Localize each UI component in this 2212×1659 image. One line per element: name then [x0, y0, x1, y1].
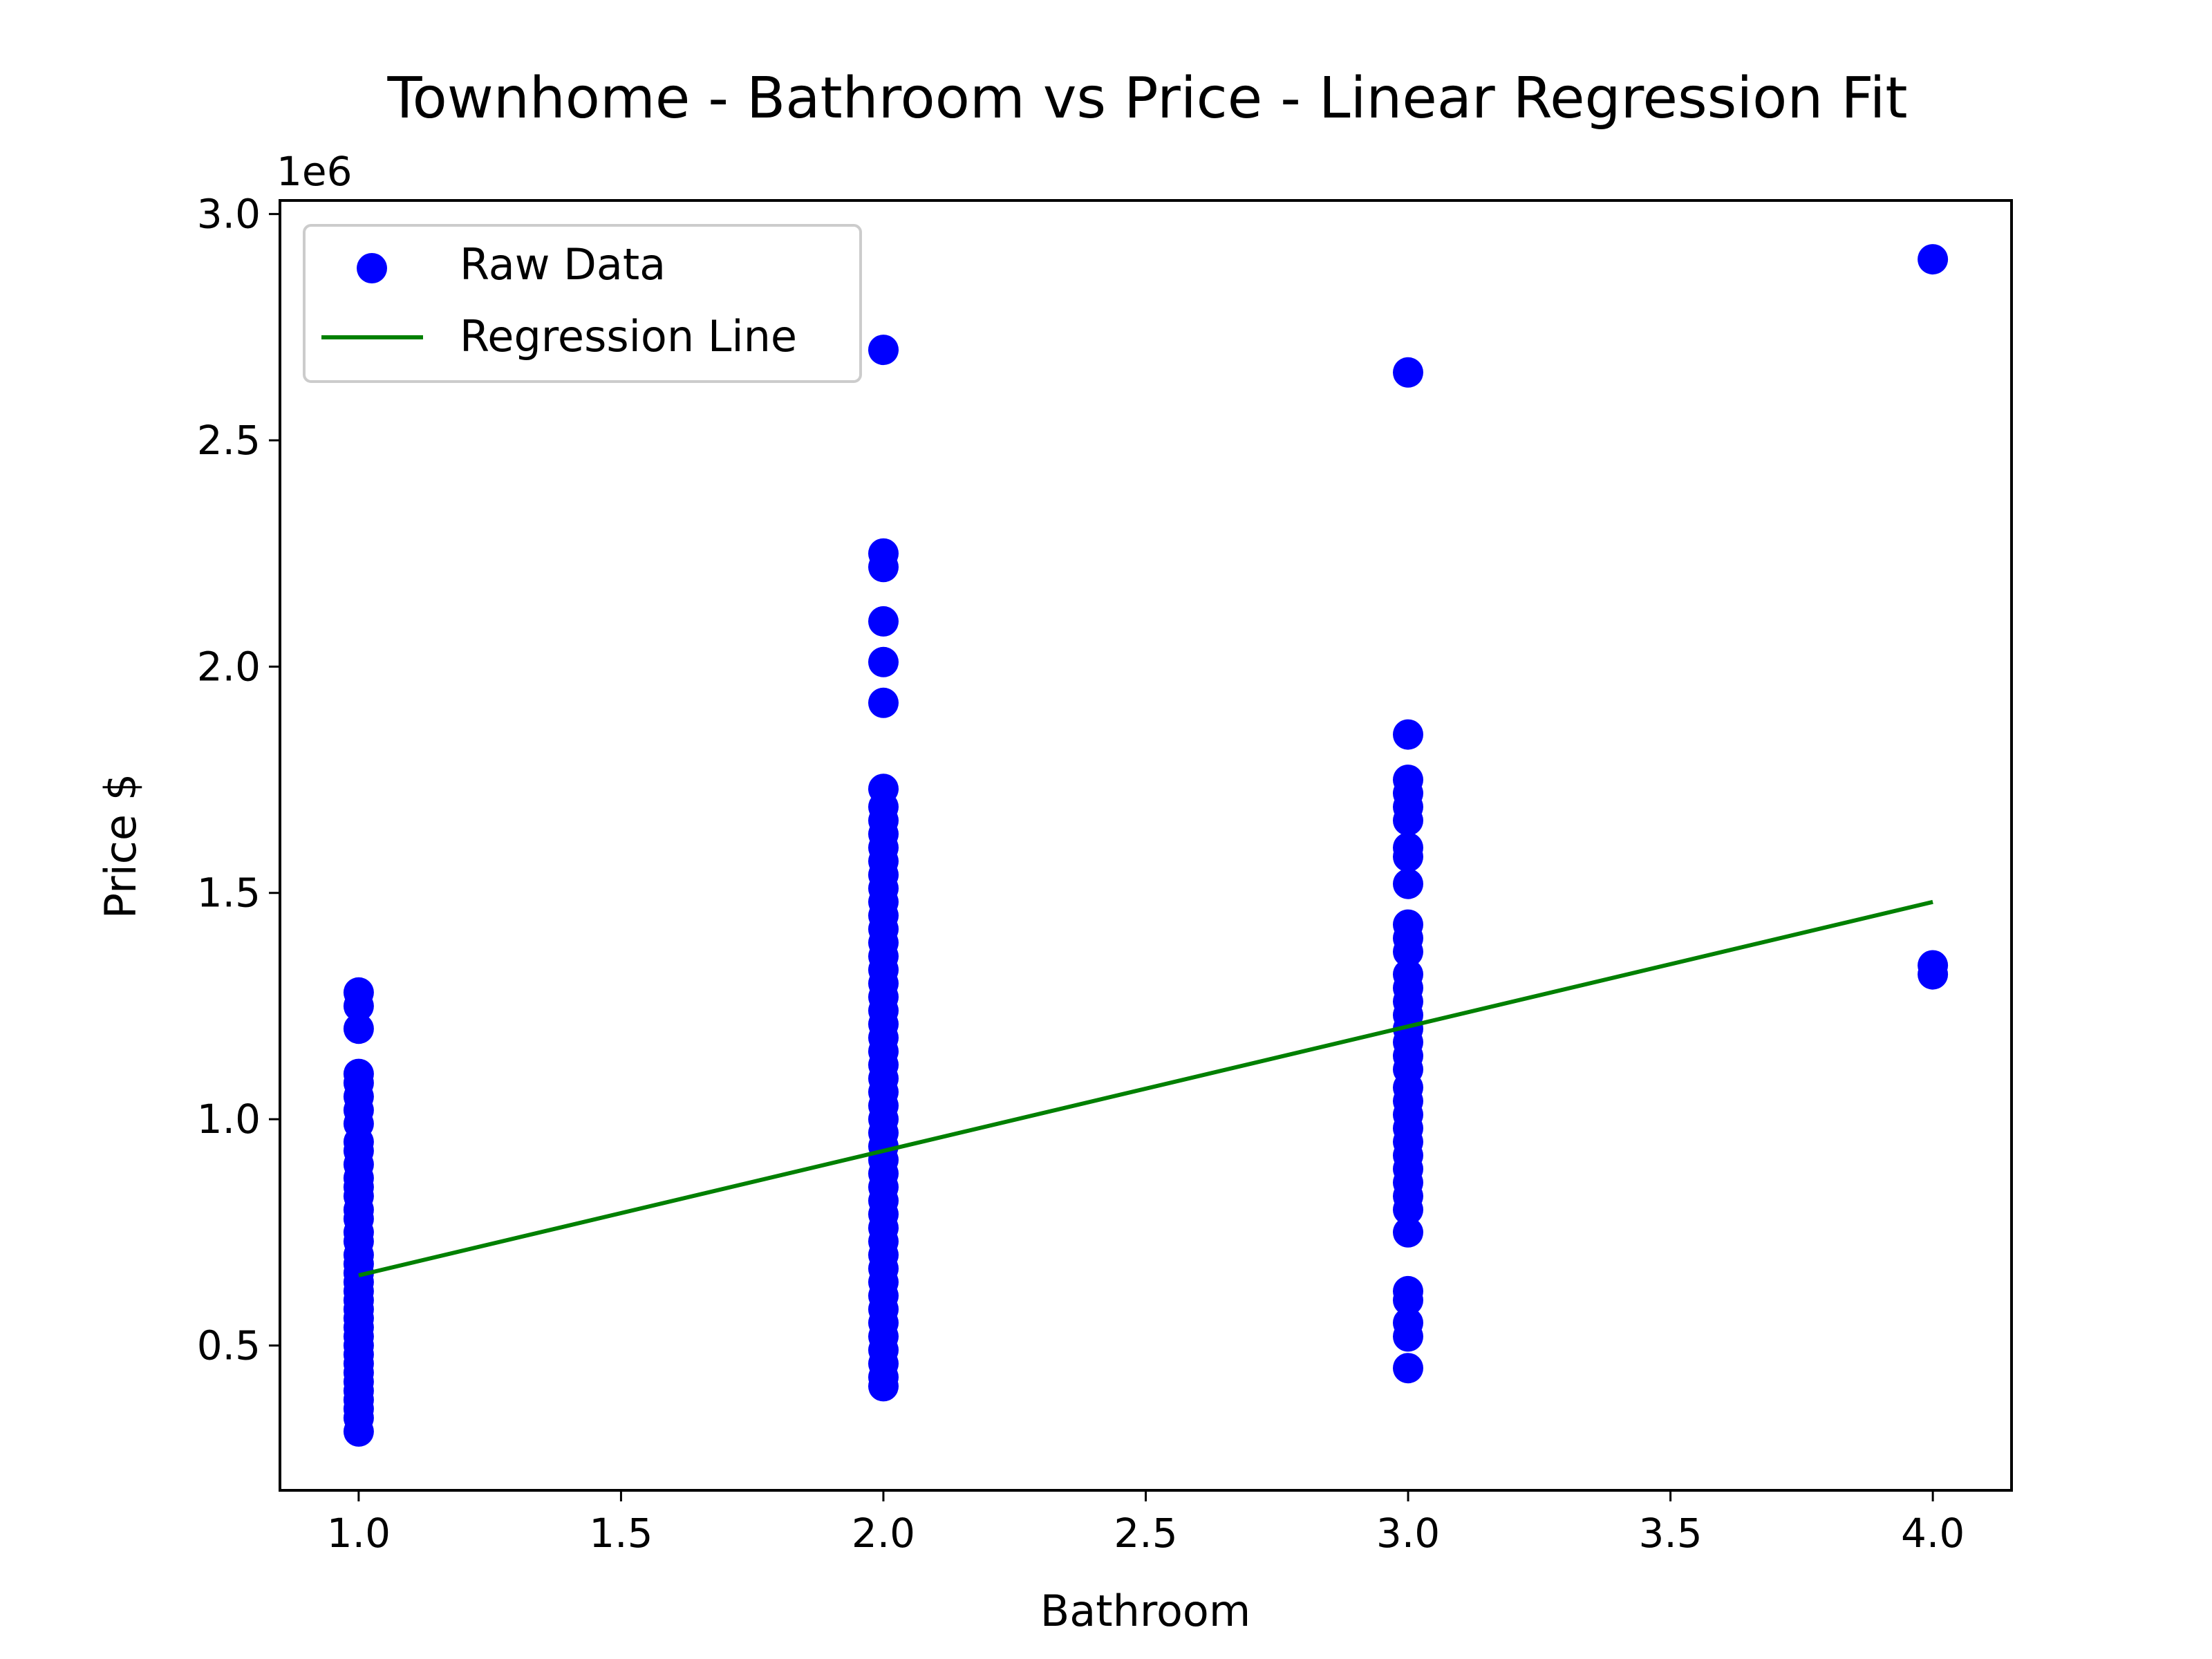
- legend-marker-raw-data: [357, 253, 387, 283]
- legend-label-regression-line: Regression Line: [460, 311, 797, 362]
- scatter-point: [868, 687, 899, 718]
- scatter-point: [1393, 1321, 1423, 1352]
- regression-line: [358, 899, 1933, 1277]
- y-tick-label: 1.0: [197, 1096, 261, 1143]
- scatter-point: [1393, 1285, 1423, 1315]
- scatter-point: [343, 1013, 374, 1044]
- y-tick-label: 0.5: [197, 1322, 261, 1369]
- x-tick-label: 1.0: [327, 1510, 391, 1557]
- chart-title: Townhome - Bathroom vs Price - Linear Re…: [386, 66, 1907, 131]
- scatter-point: [868, 646, 899, 677]
- scatter-point: [1393, 805, 1423, 836]
- scatter-point: [1918, 959, 1949, 990]
- scatter-point: [1393, 1194, 1423, 1226]
- legend-box: [303, 224, 862, 383]
- scatter-point: [868, 335, 899, 366]
- y-axis-ticks: 0.5 1.0 1.5 2.0 2.5 3.0: [197, 191, 280, 1369]
- scatter-point: [868, 1371, 899, 1402]
- scatter-point: [1393, 357, 1423, 388]
- scatter-point: [868, 552, 899, 583]
- legend: Raw Data Regression Line: [303, 224, 862, 383]
- scatter-point: [1393, 1217, 1423, 1248]
- y-tick-label: 2.5: [197, 417, 261, 464]
- x-axis-ticks: 1.0 1.5 2.0 2.5 3.0 3.5 4.0: [327, 1490, 1965, 1557]
- y-tick-label: 2.0: [197, 643, 261, 690]
- plot-area: 1.0 1.5 2.0 2.5 3.0 3.5 4.0 0.5 1.0 1.5 2.0 2.5 3.0: [197, 191, 2013, 1557]
- scatter-point: [868, 606, 899, 637]
- scatter-point: [1393, 936, 1423, 967]
- x-tick-label: 1.5: [589, 1510, 653, 1557]
- x-tick-label: 4.0: [1901, 1510, 1965, 1557]
- y-tick-label: 1.5: [197, 870, 261, 917]
- scatter-point: [1393, 719, 1423, 750]
- x-axis-label: Bathroom: [1040, 1586, 1251, 1636]
- scatter-point: [343, 1416, 374, 1447]
- y-offset-label: 1e6: [276, 148, 353, 195]
- scatter-point: [1393, 1353, 1423, 1384]
- x-tick-label: 2.5: [1114, 1510, 1177, 1557]
- y-axis-label: Price $: [95, 774, 146, 919]
- scatter-point: [1918, 244, 1949, 275]
- x-tick-label: 2.0: [852, 1510, 915, 1557]
- scatter-point: [1393, 841, 1423, 872]
- data-marks-layer: [343, 244, 1949, 1447]
- x-tick-label: 3.0: [1376, 1510, 1440, 1557]
- scatter-point: [343, 991, 374, 1022]
- x-tick-label: 3.5: [1638, 1510, 1702, 1557]
- scatter-point: [1393, 868, 1423, 899]
- y-tick-label: 3.0: [197, 191, 261, 238]
- legend-label-raw-data: Raw Data: [460, 239, 666, 290]
